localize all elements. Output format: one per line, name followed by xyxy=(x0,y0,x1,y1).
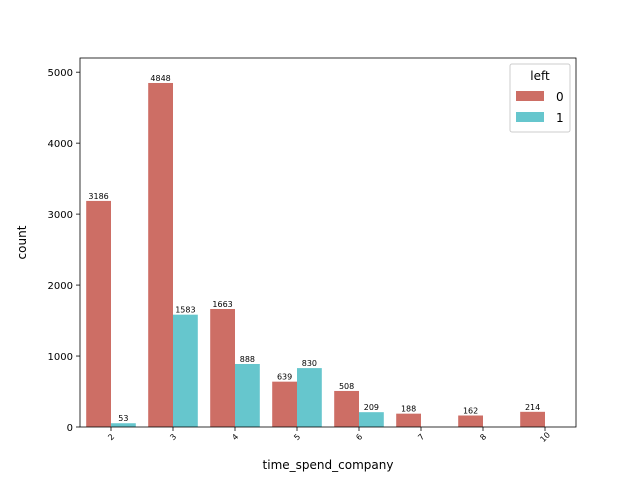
legend-title: left xyxy=(530,69,550,83)
x-tick-label: 2 xyxy=(106,432,116,442)
data-label: 4848 xyxy=(150,74,170,83)
bar-series-0-cat-5 xyxy=(272,381,297,427)
bar-series-0-cat-3 xyxy=(148,82,173,428)
bar-series-1-cat-4 xyxy=(235,363,260,427)
legend-swatch-1 xyxy=(516,112,544,122)
x-tick-label: 4 xyxy=(230,432,240,442)
legend-label-1: 1 xyxy=(556,111,564,125)
x-tick-label: 7 xyxy=(416,432,426,442)
bar-series-1-cat-6 xyxy=(359,412,384,427)
y-tick-label: 2000 xyxy=(48,281,73,292)
y-tick-label: 1000 xyxy=(48,352,73,363)
bar-series-0-cat-8 xyxy=(458,415,483,427)
legend: left 0 1 xyxy=(509,63,571,133)
x-tick-label: 6 xyxy=(354,432,364,442)
plot-frame xyxy=(79,57,577,428)
data-label: 830 xyxy=(302,359,317,368)
data-label: 639 xyxy=(277,373,292,382)
bar-series-0-cat-7 xyxy=(396,413,421,427)
y-axis: 0 1000 2000 3000 4000 5000 xyxy=(48,68,80,434)
data-label: 1663 xyxy=(212,300,232,309)
bar-series-1-cat-2 xyxy=(111,423,136,427)
data-label: 53 xyxy=(118,414,128,423)
data-labels-layer: 3186 4848 1663 639 508 188 162 214 53 1583 888 830 2… xyxy=(88,74,540,423)
x-tick-label: 8 xyxy=(478,432,488,442)
bar-series-1-cat-5 xyxy=(297,368,322,427)
data-label: 162 xyxy=(463,407,478,416)
data-label: 508 xyxy=(339,382,354,391)
bar-series-1-cat-3 xyxy=(173,314,198,427)
y-axis-title: count xyxy=(15,225,29,259)
data-label: 1583 xyxy=(175,306,195,315)
data-label: 214 xyxy=(525,403,540,412)
x-axis: 2 3 4 5 6 7 8 10 xyxy=(106,427,552,444)
data-label: 209 xyxy=(364,403,379,412)
legend-swatch-0 xyxy=(516,91,544,101)
bar-series-0-cat-2 xyxy=(86,200,111,427)
y-tick-label: 3000 xyxy=(48,210,73,221)
legend-label-0: 0 xyxy=(556,90,564,104)
data-label: 188 xyxy=(401,405,416,414)
data-label: 3186 xyxy=(88,192,108,201)
x-tick-label: 3 xyxy=(168,432,178,442)
y-tick-label: 4000 xyxy=(48,139,73,150)
bar-series-0-cat-4 xyxy=(210,308,235,427)
x-axis-title: time_spend_company xyxy=(263,458,394,472)
bar-series-0-cat-6 xyxy=(334,390,359,427)
y-tick-label: 0 xyxy=(67,423,73,434)
data-label: 888 xyxy=(240,355,255,364)
x-tick-label: 5 xyxy=(292,432,302,442)
bar-series-0-cat-10 xyxy=(520,411,545,427)
y-tick-label: 5000 xyxy=(48,68,73,79)
bars-layer xyxy=(86,82,545,428)
x-tick-label: 10 xyxy=(538,430,552,444)
